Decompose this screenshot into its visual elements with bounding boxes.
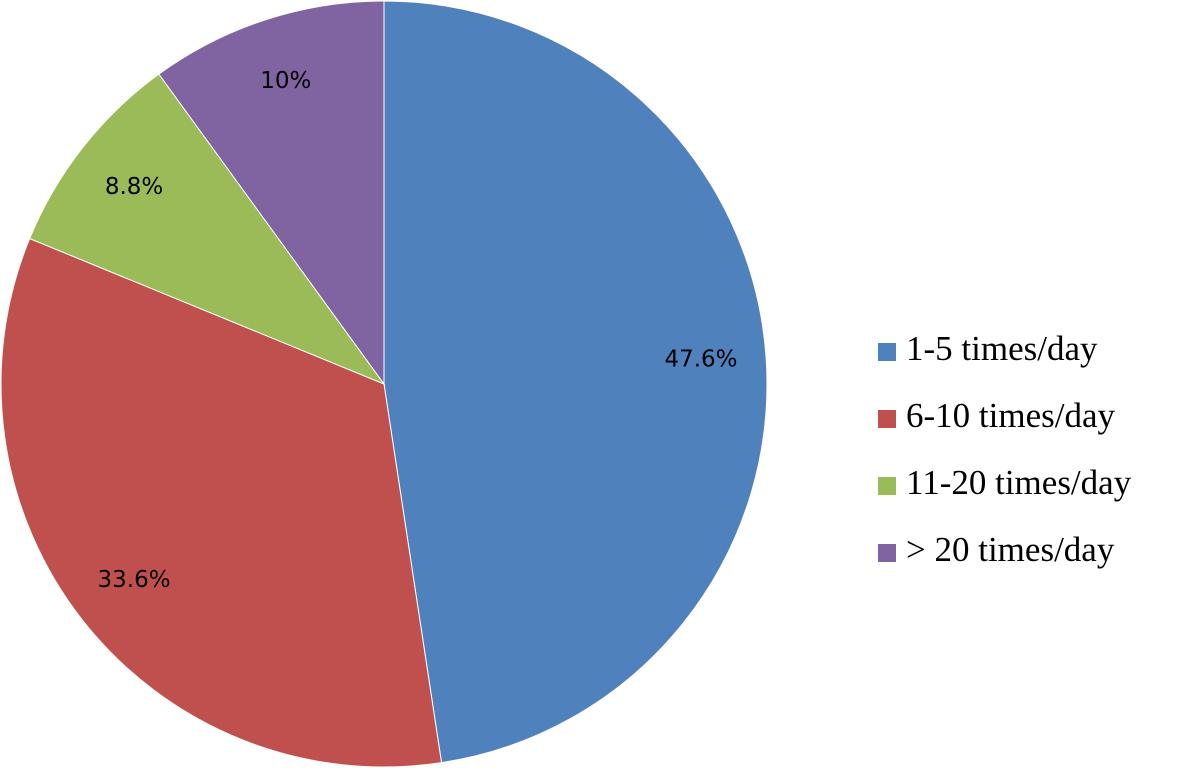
pie-slice bbox=[0, 237, 443, 768]
pie-slice bbox=[383, 0, 768, 764]
pie-slice bbox=[29, 73, 386, 386]
legend-label: 11-20 times/day bbox=[906, 463, 1132, 502]
value-label: 47.6% bbox=[664, 347, 737, 373]
legend-label: 1-5 times/day bbox=[906, 329, 1098, 368]
pie-slice bbox=[158, 0, 385, 386]
legend-swatch bbox=[878, 477, 896, 495]
legend-swatch bbox=[878, 544, 896, 562]
value-label: 10% bbox=[260, 68, 311, 94]
legend-swatch bbox=[878, 343, 896, 361]
legend-swatch bbox=[878, 410, 896, 428]
value-label: 8.8% bbox=[105, 174, 163, 200]
legend-label: 6-10 times/day bbox=[906, 396, 1115, 435]
value-label: 33.6% bbox=[98, 567, 171, 593]
legend-label: > 20 times/day bbox=[906, 530, 1115, 569]
